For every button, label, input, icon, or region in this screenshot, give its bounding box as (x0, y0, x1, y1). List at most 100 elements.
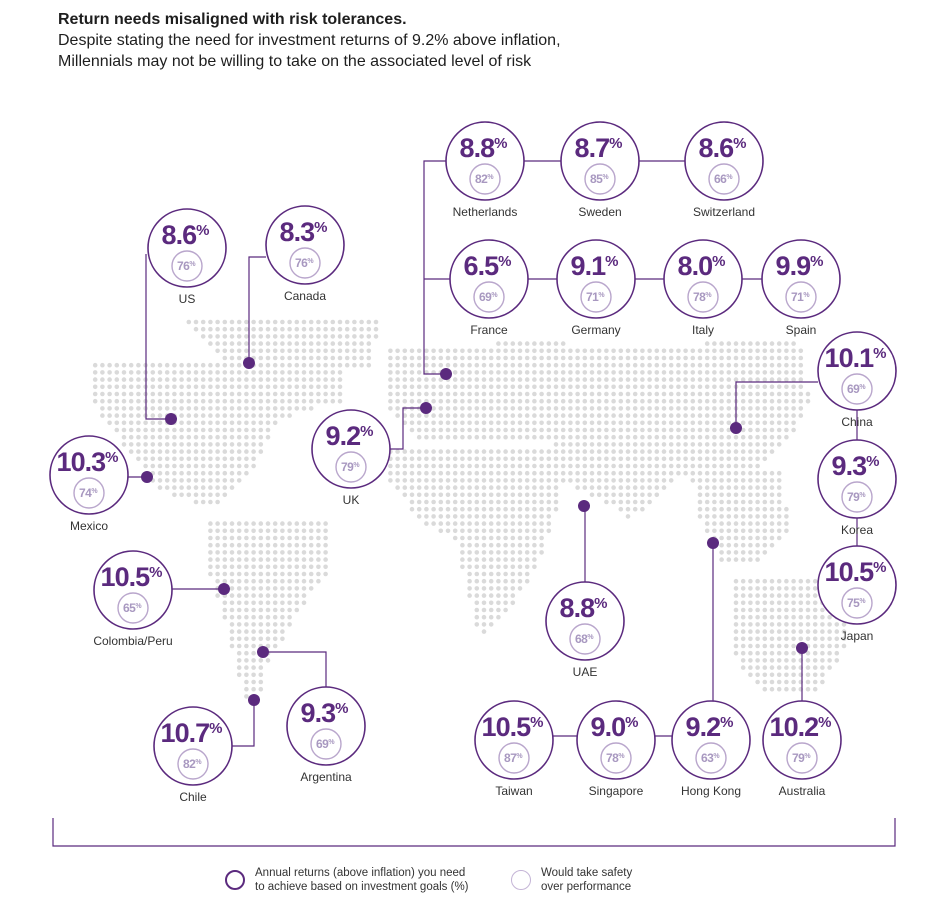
map-dot (524, 506, 530, 512)
map-dot (366, 355, 372, 361)
map-dot (827, 665, 832, 670)
map-dot (503, 434, 508, 440)
map-dot (416, 499, 422, 505)
map-dot (697, 499, 703, 505)
map-dot (719, 341, 724, 346)
map-dot (251, 686, 256, 692)
marker-canada (243, 357, 255, 369)
map-dot (776, 384, 782, 390)
map-dot (172, 391, 177, 397)
map-dot (431, 521, 436, 526)
map-dot (258, 420, 264, 426)
map-dot (690, 398, 696, 404)
returns-circle (817, 439, 897, 519)
map-dot (769, 521, 775, 526)
map-dot (618, 427, 624, 433)
map-dot (496, 456, 501, 462)
map-dot (474, 348, 480, 354)
map-dot (690, 391, 696, 397)
map-dot (618, 463, 624, 469)
map-dot (812, 629, 818, 634)
map-dot (222, 427, 228, 433)
map-dot (733, 355, 739, 361)
map-dot (762, 586, 768, 591)
map-dot (841, 643, 847, 649)
map-dot (251, 571, 256, 577)
returns-circle (817, 331, 897, 411)
map-dot (805, 398, 811, 404)
safety-value-number: 65 (123, 601, 136, 615)
map-dot (625, 463, 631, 469)
map-dot (402, 420, 408, 426)
map-dot (200, 434, 206, 440)
map-dot (100, 398, 105, 404)
bottom-bracket (52, 818, 896, 847)
map-dot (769, 420, 775, 426)
map-dot (524, 492, 530, 498)
map-dot (431, 478, 436, 483)
map-dot (200, 470, 206, 476)
map-dot (546, 398, 552, 404)
safety-unit: % (859, 492, 866, 499)
safety-unit: % (516, 753, 523, 760)
map-dot (640, 413, 645, 418)
map-dot (812, 614, 818, 620)
map-dot (488, 456, 494, 462)
safety-value: 82% (475, 172, 494, 186)
map-dot (366, 348, 372, 354)
map-dot (719, 362, 724, 368)
map-dot (704, 506, 710, 512)
map-dot (164, 442, 170, 447)
map-dot (136, 442, 141, 447)
map-dot (150, 427, 156, 433)
map-dot (510, 528, 516, 534)
map-dot (589, 478, 595, 483)
map-dot (510, 370, 516, 375)
map-dot (755, 665, 760, 670)
map-dot (265, 571, 271, 577)
map-dot (337, 355, 343, 361)
map-dot (654, 442, 660, 447)
map-dot (258, 406, 264, 411)
returns-unit: % (873, 345, 886, 362)
map-dot (704, 348, 710, 354)
map-dot (762, 478, 768, 483)
map-dot (236, 557, 242, 562)
map-dot (366, 326, 372, 332)
map-dot (553, 355, 559, 361)
map-dot (452, 456, 458, 462)
map-dot (582, 463, 588, 469)
map-dot (539, 521, 544, 526)
map-dot (769, 622, 775, 627)
map-dot (294, 593, 300, 598)
map-dot (661, 485, 667, 490)
map-dot (272, 593, 278, 598)
map-dot (654, 355, 660, 361)
map-dot (409, 506, 415, 512)
map-dot (654, 384, 660, 390)
map-dot (546, 506, 552, 512)
map-dot (481, 607, 487, 613)
map-dot (265, 427, 271, 433)
map-dot (755, 398, 760, 404)
map-dot (200, 362, 206, 368)
map-dot (762, 391, 768, 397)
map-dot (820, 679, 825, 685)
map-dot (445, 456, 451, 462)
map-dot (805, 391, 811, 397)
legend-returns-circle-icon (225, 870, 245, 890)
chart-subtitle-line2: Millennials may not be willing to take o… (58, 53, 532, 70)
map-dot (748, 341, 753, 346)
returns-value-number: 9.0 (591, 712, 626, 742)
map-dot (258, 564, 264, 570)
map-dot (258, 586, 264, 591)
map-dot (481, 449, 487, 454)
map-dot (330, 326, 336, 332)
marker-colombia-peru (218, 583, 230, 595)
map-dot (200, 499, 206, 505)
returns-value-number: 8.6 (162, 220, 198, 250)
map-dot (517, 492, 523, 498)
returns-unit: % (605, 253, 618, 270)
map-dot (222, 442, 228, 447)
map-dot (496, 427, 501, 433)
